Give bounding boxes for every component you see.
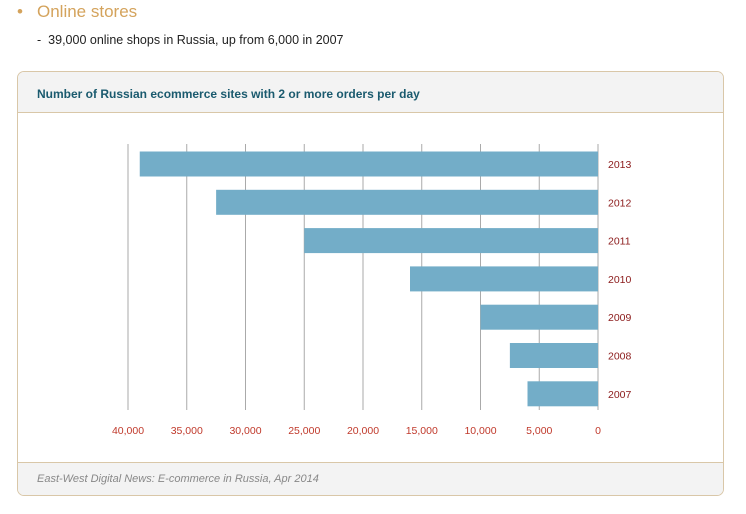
bar-chart: 40,000 35,000 30,000 25,000 20,000 15,000 10,0… xyxy=(112,144,632,437)
bar xyxy=(509,343,598,368)
x-tick-label: 10,000 xyxy=(464,425,496,437)
y-category-label: 2008 xyxy=(608,351,632,363)
x-tick-label: 30,000 xyxy=(229,425,261,437)
x-tick-label: 5,000 xyxy=(526,425,552,437)
y-category-label: 2010 xyxy=(608,274,632,286)
x-tick-label: 35,000 xyxy=(171,425,203,437)
x-tick-label: 15,000 xyxy=(406,425,438,437)
bar xyxy=(527,381,598,407)
bar xyxy=(304,228,598,254)
bar xyxy=(410,266,598,292)
x-tick-label: 40,000 xyxy=(112,425,144,437)
sub-bullet-dash: - xyxy=(37,33,42,47)
chart-title: Number of Russian ecommerce sites with 2… xyxy=(37,87,420,101)
bar xyxy=(139,151,598,177)
y-category-label: 2013 xyxy=(608,159,632,171)
sub-bullet-text: 39,000 online shops in Russia, up from 6… xyxy=(48,33,344,47)
bullet-dot: • xyxy=(17,2,23,21)
x-tick-label: 0 xyxy=(595,425,601,437)
sub-bullet: -39,000 online shops in Russia, up from … xyxy=(37,33,344,47)
bullet-heading: • Online stores xyxy=(17,2,137,22)
chart-footer: East-West Digital News: E-commerce in Ru… xyxy=(18,462,723,495)
bar xyxy=(216,189,598,215)
bullet-text: Online stores xyxy=(37,2,138,21)
chart-header: Number of Russian ecommerce sites with 2… xyxy=(18,72,723,113)
x-tick-label: 25,000 xyxy=(288,425,320,437)
y-category-label: 2007 xyxy=(608,389,632,401)
y-category-label: 2009 xyxy=(608,312,632,324)
source-note: East-West Digital News: E-commerce in Ru… xyxy=(37,473,319,485)
chart-panel: Number of Russian ecommerce sites with 2… xyxy=(17,71,724,496)
y-category-label: 2012 xyxy=(608,197,632,209)
bar xyxy=(480,304,598,330)
x-tick-label: 20,000 xyxy=(347,425,379,437)
y-category-label: 2011 xyxy=(608,236,631,248)
